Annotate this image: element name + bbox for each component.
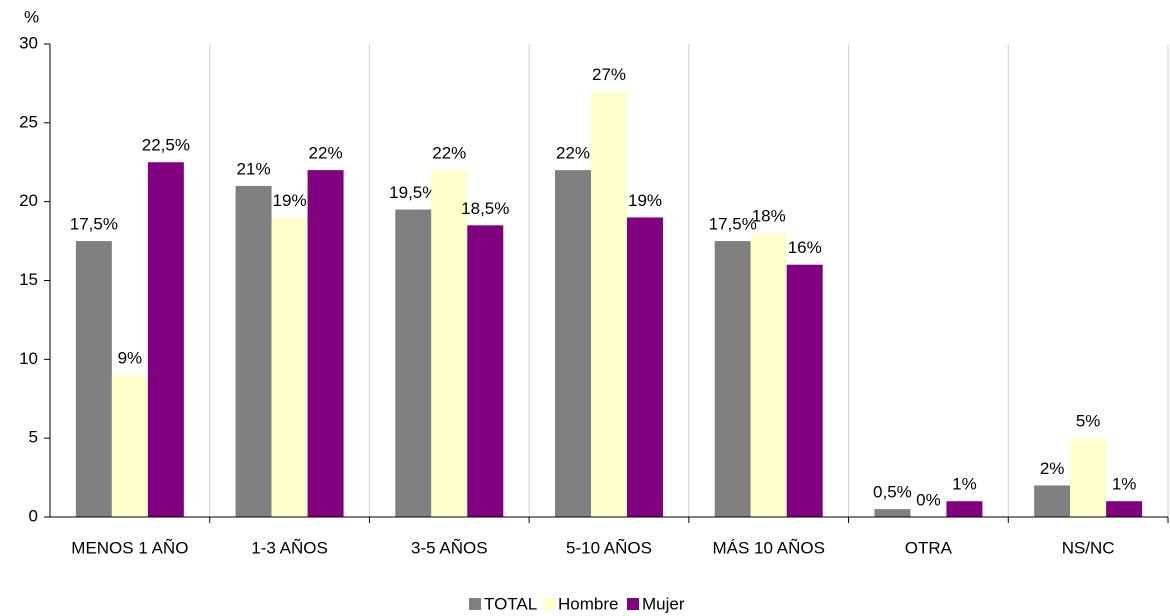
legend-swatch — [469, 598, 481, 610]
bar — [1034, 485, 1071, 517]
x-tick-label: 3-5 AÑOS — [411, 538, 488, 557]
data-label: 19,5% — [389, 183, 437, 202]
legend-swatch — [627, 598, 639, 610]
data-label: 17,5% — [70, 215, 118, 234]
bar — [235, 185, 272, 517]
data-label: 22% — [309, 144, 343, 163]
bar — [1106, 501, 1143, 517]
data-label: 5% — [1076, 412, 1101, 431]
x-tick-label: MÁS 10 AÑOS — [712, 538, 824, 557]
y-tick-label: 5 — [29, 428, 38, 447]
data-label: 19% — [273, 191, 307, 210]
x-tick-label: NS/NC — [1062, 538, 1115, 557]
data-label: 2% — [1040, 459, 1065, 478]
bar — [467, 225, 504, 518]
y-tick-label: 15 — [19, 270, 38, 289]
data-label: 16% — [788, 238, 822, 257]
bar — [111, 375, 148, 517]
bar — [147, 162, 184, 517]
data-label: 27% — [592, 65, 626, 84]
data-label: 18,5% — [461, 199, 509, 218]
bar — [555, 170, 591, 517]
bar — [874, 509, 911, 517]
bar — [750, 233, 787, 517]
data-label: 17,5% — [709, 215, 757, 234]
data-label: 22% — [556, 144, 590, 163]
x-tick-label: 1-3 AÑOS — [251, 538, 328, 557]
y-tick-label: 25 — [19, 112, 38, 131]
y-tick-label: 20 — [19, 191, 38, 210]
bar — [946, 501, 983, 517]
data-label: 0% — [916, 490, 941, 509]
x-tick-label: MENOS 1 AÑO — [71, 538, 188, 557]
data-label: 18% — [752, 207, 786, 226]
bar — [431, 170, 468, 517]
legend-label: Mujer — [642, 594, 685, 613]
y-tick-label: 30 — [19, 33, 38, 52]
data-label: 1% — [952, 475, 977, 494]
data-label: 22% — [432, 144, 466, 163]
data-label: 21% — [237, 159, 271, 178]
x-tick-label: 5-10 AÑOS — [566, 538, 652, 557]
x-tick-label: OTRA — [905, 538, 953, 557]
bar — [627, 217, 663, 517]
bar — [786, 264, 823, 517]
data-label: 9% — [118, 349, 143, 368]
legend-label: TOTAL — [484, 594, 537, 613]
bar — [1070, 438, 1107, 517]
legend-label: Hombre — [558, 594, 618, 613]
data-label: 19% — [628, 191, 662, 210]
data-label: 0,5% — [873, 483, 912, 502]
bar — [591, 91, 627, 518]
bar — [75, 241, 112, 518]
bar — [307, 170, 344, 517]
bar — [395, 209, 432, 518]
bar — [714, 241, 751, 518]
data-label: 22,5% — [142, 136, 190, 155]
y-tick-label: 0 — [29, 506, 38, 525]
data-label: 1% — [1112, 475, 1137, 494]
bar — [271, 217, 308, 517]
y-tick-label: 10 — [19, 349, 38, 368]
y-axis-label: % — [24, 7, 39, 26]
legend-swatch — [543, 598, 555, 610]
